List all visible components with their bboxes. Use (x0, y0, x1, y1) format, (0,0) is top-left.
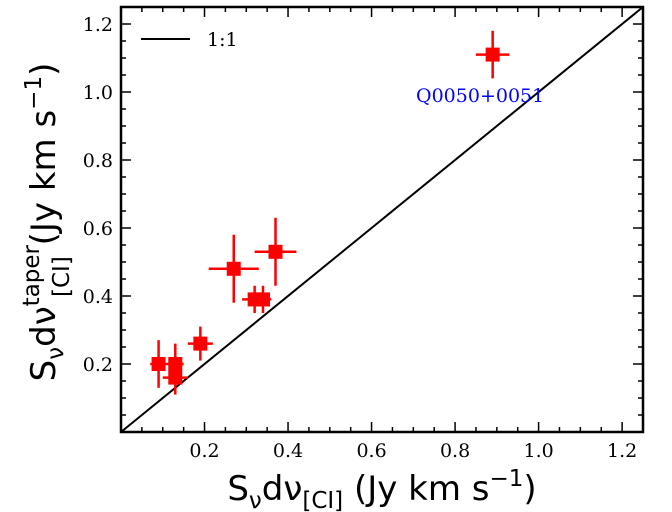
point-marker (151, 357, 166, 371)
y-tick-label: 0.2 (83, 354, 113, 376)
plot-frame (119, 5, 645, 434)
plot-area: Q0050+0051 0.2 0.4 0.6 0.8 1.0 1.2 0.2 0.4 0.6 0.8… (19, 5, 645, 512)
data-point (254, 285, 272, 313)
point-marker (255, 292, 270, 307)
legend: 1:1 (141, 29, 238, 51)
y-tick-label: 1.2 (83, 14, 113, 36)
point-marker (193, 336, 208, 351)
data-point (254, 217, 297, 286)
y-axis-label-text: Sνdνtaper [CI] (Jy km s−1) (19, 63, 75, 382)
x-tick-label: 0.6 (356, 440, 386, 462)
y-tick-label: 1.0 (83, 82, 113, 104)
data-point (150, 340, 167, 388)
point-marker (226, 261, 241, 276)
x-tick-label: 0.8 (440, 440, 470, 462)
data-point (208, 234, 259, 303)
x-tick-label: 1.2 (607, 440, 637, 462)
data-point (187, 326, 213, 361)
point-marker (168, 370, 183, 385)
y-tick-label: 0.4 (83, 286, 113, 308)
y-tick-label: 0.6 (83, 218, 113, 240)
x-tick-label: 1.0 (523, 440, 553, 462)
annotation-label: Q0050+0051 (416, 85, 544, 107)
x-tick-label: 0.4 (273, 440, 303, 462)
point-marker (268, 244, 283, 259)
x-axis-label: Sνdν[CI] (Jy km s−1) (227, 466, 536, 512)
data-point (475, 30, 510, 79)
legend-label: 1:1 (207, 29, 238, 51)
x-tick-label: 0.2 (189, 440, 219, 462)
data-point (162, 360, 188, 395)
y-tick-label: 0.8 (83, 150, 113, 172)
one-to-one-line (121, 7, 643, 432)
point-marker (485, 47, 500, 62)
y-axis-label: Sνdνtaper [CI] (Jy km s−1) (19, 63, 75, 382)
